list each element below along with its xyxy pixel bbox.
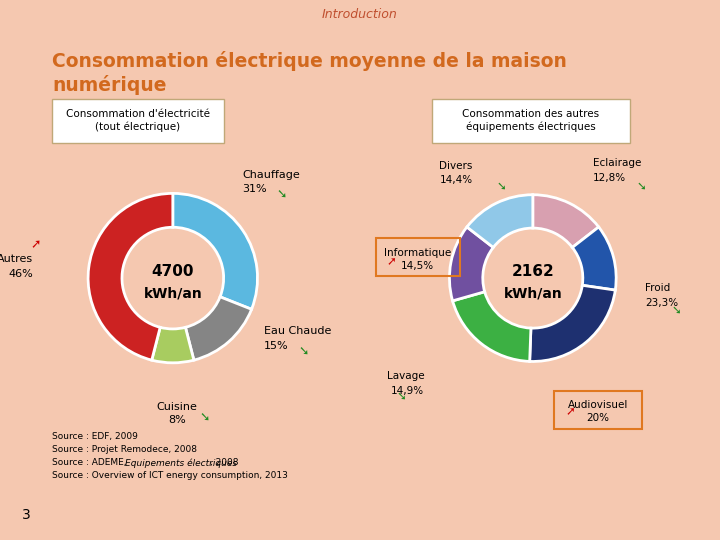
Wedge shape	[453, 292, 531, 361]
Text: Divers: Divers	[439, 160, 473, 171]
Text: ➘: ➘	[276, 188, 287, 201]
Text: ➚: ➚	[30, 238, 41, 251]
Text: Eau Chaude: Eau Chaude	[264, 326, 332, 336]
Text: Source : EDF, 2009: Source : EDF, 2009	[52, 432, 138, 441]
Text: 20%: 20%	[586, 413, 609, 423]
Text: Informatique: Informatique	[384, 248, 451, 258]
Text: Consommation d'électricité
(tout électrique): Consommation d'électricité (tout électri…	[66, 110, 210, 132]
Wedge shape	[88, 193, 173, 360]
Text: 31%: 31%	[242, 184, 267, 194]
Text: Consommation des autres
équipements électriques: Consommation des autres équipements élec…	[462, 110, 600, 132]
Text: Source : ADEME,: Source : ADEME,	[52, 458, 130, 467]
Text: 3: 3	[22, 508, 31, 522]
Text: Cuisine: Cuisine	[156, 402, 197, 412]
Text: 46%: 46%	[9, 269, 33, 279]
Text: ➘: ➘	[671, 303, 681, 316]
Wedge shape	[572, 227, 616, 290]
Text: 8%: 8%	[168, 415, 186, 426]
Text: 14,5%: 14,5%	[401, 261, 434, 272]
Wedge shape	[530, 285, 616, 361]
Text: 2162: 2162	[511, 264, 554, 279]
Text: ➘: ➘	[496, 180, 506, 193]
Text: 15%: 15%	[264, 341, 289, 351]
Text: 23,3%: 23,3%	[645, 298, 678, 308]
Wedge shape	[467, 195, 533, 247]
Text: Audiovisuel: Audiovisuel	[567, 400, 628, 410]
Wedge shape	[449, 227, 493, 301]
Text: Lavage: Lavage	[387, 372, 424, 381]
Text: ➘: ➘	[199, 412, 210, 425]
Text: Autres: Autres	[0, 254, 33, 265]
Text: ➘: ➘	[636, 180, 646, 193]
FancyBboxPatch shape	[432, 99, 630, 143]
Text: 14,9%: 14,9%	[391, 386, 424, 396]
Text: ➘: ➘	[299, 346, 310, 359]
Text: kWh/an: kWh/an	[503, 286, 562, 300]
Wedge shape	[186, 297, 251, 360]
Text: Consommation électrique moyenne de la maison
numérique: Consommation électrique moyenne de la ma…	[52, 51, 567, 94]
Wedge shape	[533, 195, 598, 247]
Text: ➚: ➚	[386, 255, 396, 268]
Text: kWh/an: kWh/an	[143, 286, 202, 300]
Text: 12,8%: 12,8%	[593, 173, 626, 183]
Text: 14,4%: 14,4%	[440, 175, 473, 185]
Text: , 2008: , 2008	[210, 458, 238, 467]
Text: Chauffage: Chauffage	[242, 170, 300, 180]
Text: Equipements électriques: Equipements électriques	[125, 458, 237, 468]
Text: ➘: ➘	[396, 390, 406, 403]
Text: 4700: 4700	[151, 264, 194, 279]
Text: Source : Overview of ICT energy consumption, 2013: Source : Overview of ICT energy consumpt…	[52, 471, 288, 480]
Wedge shape	[152, 327, 194, 363]
FancyBboxPatch shape	[52, 99, 224, 143]
Text: Eclairage: Eclairage	[593, 158, 642, 168]
Text: Source : Projet Remodece, 2008: Source : Projet Remodece, 2008	[52, 445, 197, 454]
Text: ➚: ➚	[565, 405, 575, 418]
Text: Introduction: Introduction	[322, 8, 398, 22]
Text: Froid: Froid	[645, 283, 670, 293]
Wedge shape	[173, 193, 258, 309]
